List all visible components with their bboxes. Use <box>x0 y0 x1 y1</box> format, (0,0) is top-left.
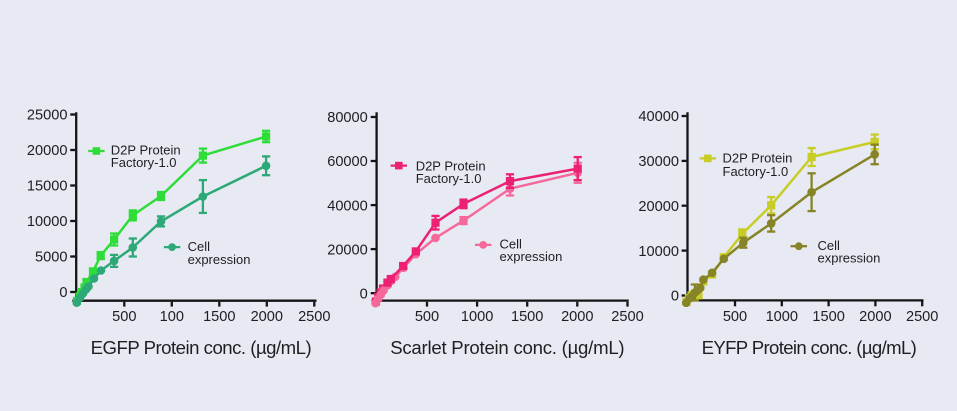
svg-text:0: 0 <box>671 289 679 305</box>
svg-text:2500: 2500 <box>611 309 643 325</box>
svg-text:2500: 2500 <box>906 309 938 325</box>
svg-text:Cell: Cell <box>188 239 211 254</box>
svg-text:10000: 10000 <box>638 244 679 260</box>
svg-text:25000: 25000 <box>27 108 68 124</box>
svg-text:0: 0 <box>59 285 67 301</box>
svg-text:EGFP Protein conc. (µg/mL): EGFP Protein conc. (µg/mL) <box>91 337 312 358</box>
svg-text:1500: 1500 <box>203 309 235 325</box>
svg-text:2000: 2000 <box>859 309 891 325</box>
svg-text:D2P Protein: D2P Protein <box>723 151 793 166</box>
svg-text:expression: expression <box>818 250 881 265</box>
svg-text:EYFP Protein conc. (µg/mL): EYFP Protein conc. (µg/mL) <box>702 337 917 358</box>
svg-text:Cell: Cell <box>818 238 841 253</box>
svg-text:2500: 2500 <box>298 309 330 325</box>
svg-text:D2P Protein: D2P Protein <box>416 159 486 174</box>
svg-text:Factory-1.0: Factory-1.0 <box>416 171 482 186</box>
svg-text:500: 500 <box>723 309 747 325</box>
svg-text:80000: 80000 <box>327 110 368 126</box>
svg-text:500: 500 <box>415 309 439 325</box>
svg-text:2000: 2000 <box>561 309 593 325</box>
svg-text:Factory-1.0: Factory-1.0 <box>723 164 789 179</box>
svg-text:0: 0 <box>360 286 368 302</box>
svg-text:D2P Protein: D2P Protein <box>111 143 181 158</box>
svg-text:1000: 1000 <box>766 309 798 325</box>
svg-text:10000: 10000 <box>27 214 68 230</box>
svg-text:1500: 1500 <box>812 309 844 325</box>
svg-text:20000: 20000 <box>327 242 368 258</box>
svg-text:1000: 1000 <box>461 309 493 325</box>
svg-text:40000: 40000 <box>638 109 679 125</box>
svg-text:expression: expression <box>500 249 563 264</box>
svg-text:1500: 1500 <box>511 309 543 325</box>
svg-text:40000: 40000 <box>327 198 368 214</box>
svg-text:20000: 20000 <box>27 143 68 159</box>
svg-text:100: 100 <box>160 309 184 325</box>
svg-text:30000: 30000 <box>638 154 679 170</box>
svg-text:expression: expression <box>188 252 251 267</box>
svg-text:15000: 15000 <box>27 179 68 195</box>
svg-text:500: 500 <box>112 309 136 325</box>
svg-text:Factory-1.0: Factory-1.0 <box>111 155 177 170</box>
svg-text:Scarlet Protein conc. (µg/mL): Scarlet Protein conc. (µg/mL) <box>390 337 624 358</box>
svg-text:60000: 60000 <box>327 154 368 170</box>
svg-text:2000: 2000 <box>251 309 283 325</box>
svg-text:5000: 5000 <box>35 250 67 266</box>
svg-text:20000: 20000 <box>638 199 679 215</box>
svg-text:Cell: Cell <box>500 237 523 252</box>
